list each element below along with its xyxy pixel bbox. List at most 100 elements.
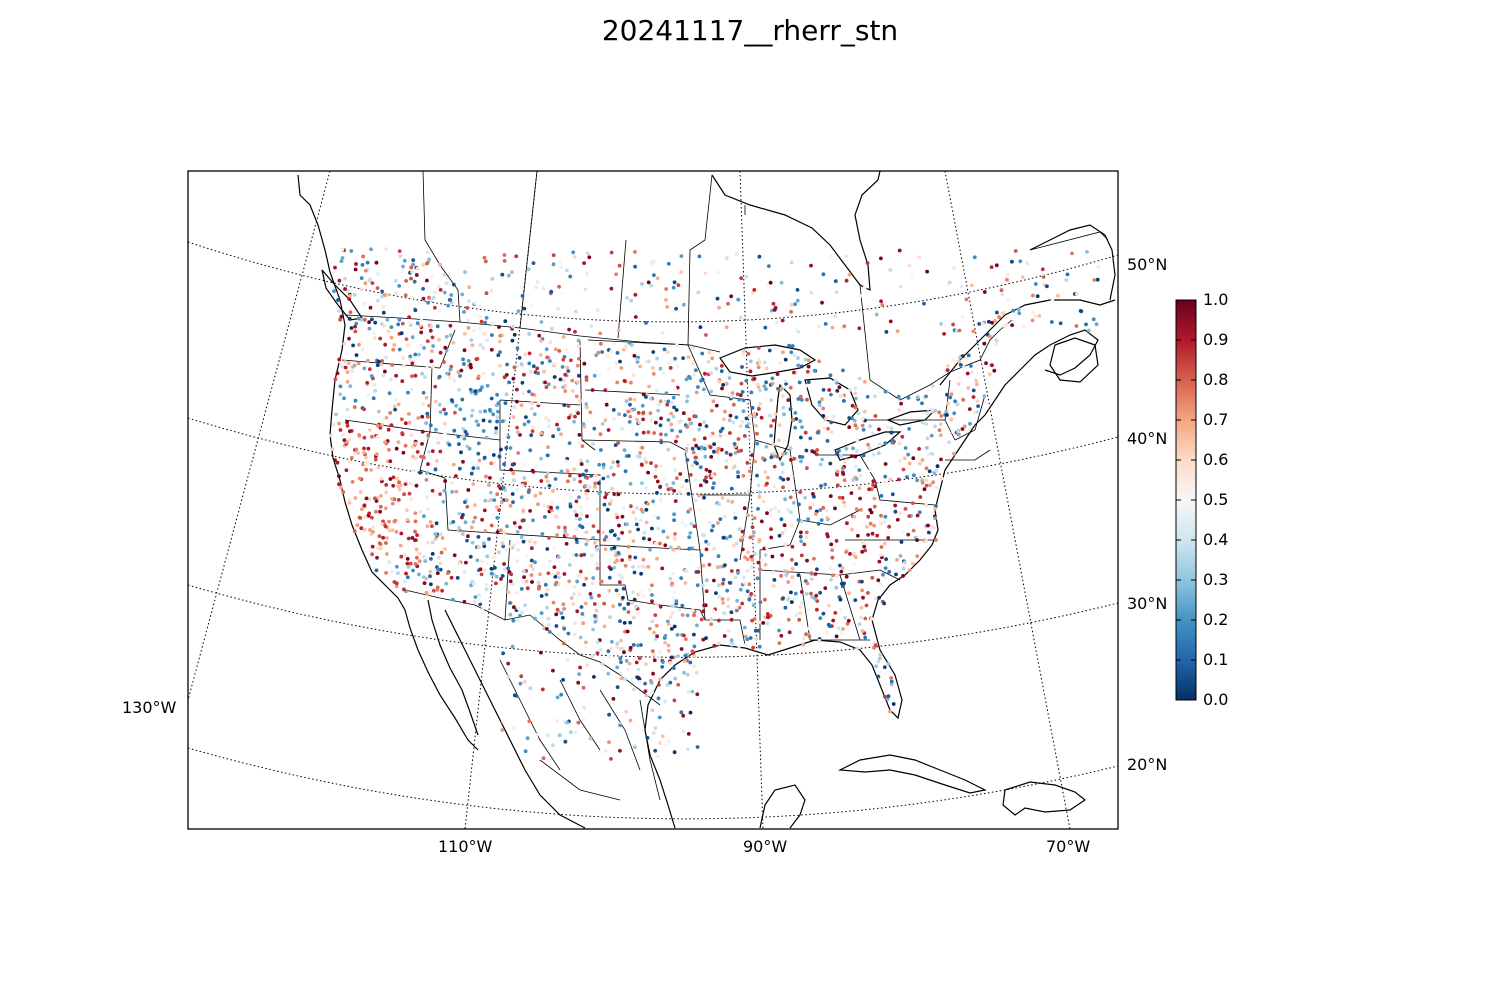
station-point xyxy=(927,469,932,474)
station-point xyxy=(421,401,426,406)
station-point xyxy=(694,390,699,395)
station-point xyxy=(683,653,688,658)
station-point xyxy=(459,450,463,455)
station-point xyxy=(370,281,375,285)
station-point xyxy=(769,424,773,428)
station-point xyxy=(675,434,680,439)
station-point xyxy=(854,464,858,469)
station-point xyxy=(407,315,411,320)
station-point xyxy=(633,555,638,560)
station-point xyxy=(870,431,875,436)
station-point xyxy=(529,406,534,411)
station-point xyxy=(771,442,776,447)
station-point xyxy=(789,458,793,462)
station-point xyxy=(469,365,473,370)
station-point xyxy=(716,554,721,559)
station-point xyxy=(398,254,403,259)
station-point xyxy=(488,490,493,495)
station-point xyxy=(367,497,372,501)
station-point xyxy=(516,309,521,313)
station-point xyxy=(649,396,653,401)
station-point xyxy=(502,375,507,380)
station-point xyxy=(861,427,866,432)
station-point xyxy=(694,671,699,675)
station-point xyxy=(382,293,387,297)
station-point xyxy=(563,383,568,388)
station-point xyxy=(1085,250,1089,254)
station-point xyxy=(556,525,561,530)
station-point xyxy=(515,425,519,430)
station-point xyxy=(648,626,652,631)
station-point xyxy=(692,372,696,377)
station-point xyxy=(511,324,515,329)
station-point xyxy=(924,394,928,399)
station-point xyxy=(347,297,352,301)
station-point xyxy=(762,360,767,365)
station-point xyxy=(794,613,799,617)
station-point xyxy=(970,370,974,375)
station-point xyxy=(726,629,731,633)
station-point xyxy=(742,348,746,353)
station-point xyxy=(899,401,903,406)
station-point xyxy=(464,560,468,565)
station-point xyxy=(863,548,868,553)
station-point xyxy=(708,433,713,438)
station-point xyxy=(550,326,554,331)
station-point xyxy=(497,454,502,459)
station-point xyxy=(939,322,943,326)
station-point xyxy=(489,347,494,352)
station-point xyxy=(598,331,603,336)
station-point xyxy=(412,279,417,284)
station-point xyxy=(495,419,499,424)
colorbar-tick-label: 0.5 xyxy=(1203,490,1229,509)
station-point xyxy=(400,321,405,326)
station-point xyxy=(591,576,596,580)
station-point xyxy=(704,547,709,552)
station-point xyxy=(757,490,762,494)
station-point xyxy=(625,522,630,527)
station-point xyxy=(628,402,632,407)
station-point xyxy=(757,495,762,499)
station-point xyxy=(618,748,622,753)
station-point xyxy=(698,325,703,329)
station-point xyxy=(555,607,560,612)
station-point xyxy=(510,582,515,587)
station-point xyxy=(405,518,410,522)
station-point xyxy=(364,455,368,460)
station-point xyxy=(355,523,360,527)
station-point xyxy=(668,576,673,581)
station-point xyxy=(400,269,405,274)
station-point xyxy=(675,476,679,481)
station-point xyxy=(754,423,758,428)
station-point xyxy=(942,332,946,336)
station-point xyxy=(521,569,526,574)
station-point xyxy=(423,556,428,560)
station-point xyxy=(479,572,484,577)
graticule-parallel-50 xyxy=(188,241,1118,323)
station-point xyxy=(338,428,343,432)
station-point xyxy=(721,601,725,605)
station-point xyxy=(356,316,361,321)
station-point xyxy=(410,387,415,392)
station-point xyxy=(576,573,581,578)
station-point xyxy=(629,677,634,682)
station-point xyxy=(433,399,438,404)
station-point xyxy=(572,419,576,424)
station-point xyxy=(596,507,600,511)
station-point xyxy=(779,517,784,522)
station-point xyxy=(602,537,607,542)
station-point xyxy=(729,294,734,299)
station-point xyxy=(421,296,426,301)
station-point xyxy=(740,535,745,540)
station-point xyxy=(584,542,589,547)
station-point xyxy=(527,332,531,336)
station-point xyxy=(795,288,800,292)
station-point xyxy=(607,367,611,371)
station-point xyxy=(928,527,933,532)
station-point xyxy=(755,473,759,478)
station-point xyxy=(821,272,826,277)
station-point xyxy=(646,564,651,569)
station-point xyxy=(825,516,830,520)
station-point xyxy=(459,368,464,373)
station-point xyxy=(567,579,572,584)
